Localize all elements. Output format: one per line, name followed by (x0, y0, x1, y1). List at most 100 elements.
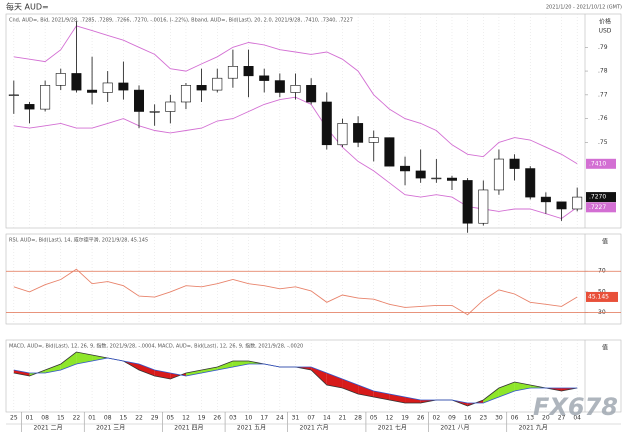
y-axis-title: 值 (602, 344, 608, 352)
x-tick-label: 01 (88, 415, 96, 422)
panel-frame (5, 13, 622, 229)
candle-body (24, 104, 35, 110)
x-tick-label: 26 (417, 415, 425, 422)
macd-fill (483, 388, 499, 403)
y-tick-label: .78 (598, 68, 608, 75)
x-tick-label: 02 (433, 415, 441, 422)
candle-body (306, 85, 317, 103)
x-tick-label: 29 (151, 415, 159, 422)
macd-fill (342, 379, 359, 394)
macd-fill (13, 370, 30, 376)
candle-body (243, 66, 254, 77)
candle-body (572, 196, 583, 210)
candle-body (556, 201, 567, 210)
macd-fill (139, 364, 155, 376)
macd-fill (232, 361, 249, 367)
month-label: 2021 五月 (237, 425, 266, 432)
month-label: 2021 四月 (174, 425, 203, 432)
x-tick-label: 20 (542, 415, 550, 422)
x-tick-label: 04 (573, 415, 581, 422)
macd-fill (201, 367, 218, 373)
candle-body (478, 189, 489, 224)
candle-body (509, 158, 520, 169)
x-tick-label: 22 (73, 415, 81, 422)
candle-body (212, 77, 223, 91)
y-tick-label: .79 (598, 44, 608, 51)
macd-fill (76, 352, 93, 364)
month-label: 2021 二月 (33, 425, 62, 432)
candle-body (525, 168, 536, 198)
macd-line (13, 357, 578, 404)
x-tick-label: 28 (354, 415, 362, 422)
x-tick-label: 09 (448, 415, 456, 422)
candle-body (400, 165, 411, 172)
x-tick-label: 12 (386, 415, 394, 422)
value-tag-label: .7270 (589, 194, 606, 201)
candle-body (462, 180, 473, 224)
candle-body (321, 101, 332, 146)
macd-fill (498, 382, 515, 397)
x-tick-label: 19 (401, 415, 409, 422)
chart-title: 每天 AUD= (6, 2, 49, 12)
x-tick-label: 05 (370, 415, 378, 422)
candle-body (540, 196, 551, 203)
x-tick-label: 25 (10, 415, 18, 422)
macd-fill (217, 361, 233, 370)
value-tag (586, 291, 618, 302)
candle-body (102, 82, 113, 93)
candle-body (431, 177, 442, 180)
candle-body (259, 75, 270, 81)
candle-body (149, 111, 160, 113)
candle-body (165, 101, 176, 112)
legend-text: MACD, AUD=, Bid(Last), 12, 26, 9, 指数, 20… (9, 343, 303, 350)
x-tick-label: 06 (511, 415, 519, 422)
value-tag-label: .7227 (589, 204, 606, 211)
month-label: 2021 三月 (96, 425, 125, 432)
candle-body (134, 89, 145, 112)
candle-body (55, 73, 66, 86)
panel-frame (5, 233, 622, 325)
watermark: FX678 (533, 393, 618, 421)
x-tick-label: 16 (464, 415, 472, 422)
candle-body (415, 170, 426, 179)
candle-body (8, 94, 19, 96)
candle-body (493, 158, 504, 191)
x-tick-label: 27 (558, 415, 566, 422)
candle-body (274, 80, 285, 93)
x-tick-label: 03 (229, 415, 237, 422)
month-label: 2021 七月 (378, 424, 407, 432)
x-tick-label: 30 (495, 415, 503, 422)
macd-fill (326, 373, 343, 388)
x-tick-label: 10 (245, 415, 253, 422)
month-label: 2021 九月 (519, 424, 548, 432)
candle-body (180, 85, 191, 103)
rsi-line (13, 268, 578, 316)
y-tick-label: 50 (598, 288, 606, 295)
value-tag (586, 192, 616, 203)
candle-body (446, 177, 457, 181)
x-tick-label: 13 (526, 415, 534, 422)
value-tag-label: .7410 (589, 160, 606, 167)
y-axis-title: 值 (602, 238, 608, 246)
y-tick-label: .77 (598, 91, 608, 98)
value-tag-label: 45.145 (588, 293, 609, 300)
macd-fill (154, 370, 171, 379)
x-tick-label: 23 (479, 415, 487, 422)
x-tick-label: 14 (323, 415, 331, 422)
candle-body (71, 73, 82, 91)
month-label: 2021 六月 (300, 424, 329, 432)
value-tag (586, 158, 616, 169)
x-tick-label: 22 (135, 415, 143, 422)
x-tick-label: 05 (166, 415, 174, 422)
x-tick-label: 01 (26, 415, 34, 422)
macd-fill (405, 397, 421, 403)
legend-text: RSI, AUD=, Bid(Last), 14, 威尔德平滑, 2021/9/… (9, 237, 148, 244)
y-axis-unit: USD (599, 28, 612, 35)
candle-body (87, 89, 98, 93)
candle-body (118, 82, 129, 91)
candle-body (227, 66, 238, 79)
candle-body (196, 85, 207, 91)
y-axis-title: 价格 (599, 18, 611, 26)
x-tick-label: 24 (276, 415, 284, 422)
x-tick-label: 15 (57, 415, 65, 422)
